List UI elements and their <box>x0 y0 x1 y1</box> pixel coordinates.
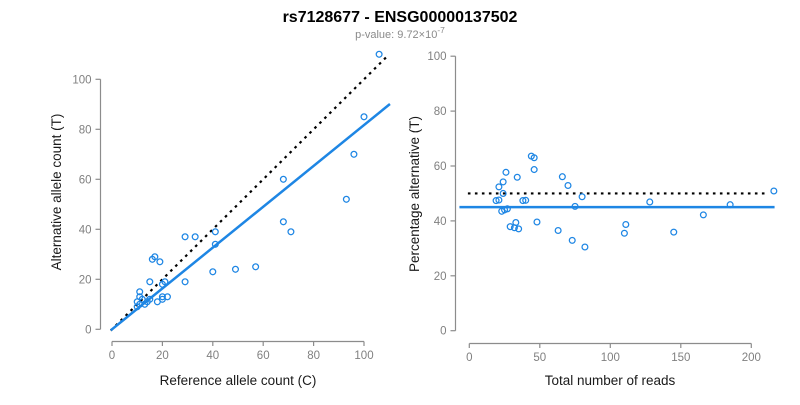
data-point <box>163 293 171 301</box>
y-tick-label: 60 <box>79 174 92 186</box>
y-tick-label: 40 <box>79 224 92 236</box>
data-point <box>699 211 707 219</box>
data-point <box>554 226 562 235</box>
data-point <box>146 295 154 303</box>
data-point <box>252 263 260 271</box>
data-point <box>211 228 219 236</box>
data-point <box>622 220 630 228</box>
y-tick-label: 100 <box>72 74 91 86</box>
x-tick-label: 100 <box>601 352 620 364</box>
data-point <box>502 168 510 176</box>
data-point <box>375 50 383 58</box>
data-point <box>506 223 514 231</box>
data-point <box>181 233 189 241</box>
y-tick-label: 0 <box>85 324 91 336</box>
data-point <box>530 154 538 162</box>
right-plot-xlabel: Total number of reads <box>545 373 676 388</box>
x-tick-label: 100 <box>354 350 373 362</box>
x-tick-label: 200 <box>742 352 761 364</box>
data-point <box>161 278 169 286</box>
y-tick-label: 0 <box>440 326 446 338</box>
data-point <box>503 205 511 213</box>
x-tick-label: 60 <box>257 350 270 362</box>
data-point <box>151 253 159 261</box>
data-point <box>620 229 628 237</box>
pvalue-exponent: -7 <box>437 25 445 35</box>
x-tick-label: 0 <box>466 352 472 364</box>
right-plot-ylabel: Percentage alternative (T) <box>407 116 422 272</box>
data-point <box>287 228 295 236</box>
data-point <box>495 196 503 204</box>
data-point <box>558 173 566 181</box>
x-tick-label: 20 <box>156 350 169 362</box>
data-point <box>156 258 164 266</box>
y-tick-label: 20 <box>434 271 447 283</box>
y-tick-label: 60 <box>434 161 447 173</box>
data-point <box>564 181 572 190</box>
x-tick-label: 40 <box>206 350 219 362</box>
data-point <box>533 218 541 226</box>
x-tick-label: 150 <box>671 352 690 364</box>
identity-line <box>109 56 388 332</box>
data-point <box>515 225 523 233</box>
data-point <box>581 243 589 251</box>
data-point <box>670 228 678 236</box>
data-point <box>499 189 507 197</box>
data-point <box>181 278 189 286</box>
figure-subtitle: p-value: 9.72×10-7 <box>355 25 445 41</box>
data-point <box>136 288 144 296</box>
data-point <box>530 166 538 174</box>
left-plot: 0 20 40 60 80 100 0 20 40 60 80 100 <box>72 50 391 362</box>
data-point <box>578 193 586 201</box>
figure-title: rs7128677 - ENSG00000137502 <box>283 9 518 26</box>
data-point <box>495 183 503 191</box>
data-point <box>279 218 287 226</box>
data-point <box>499 178 507 186</box>
pvalue-text: p-value: 9.72×10 <box>355 29 437 41</box>
data-point <box>360 113 368 121</box>
x-tick-label: 80 <box>307 350 320 362</box>
y-tick-label: 80 <box>79 124 92 136</box>
data-point <box>279 175 287 183</box>
data-point <box>646 198 654 206</box>
y-tick-label: 80 <box>434 106 447 118</box>
y-tick-label: 40 <box>434 216 447 228</box>
y-tick-label: 20 <box>79 274 92 286</box>
data-point <box>571 202 579 210</box>
left-plot-ylabel: Alternative allele count (T) <box>49 114 64 271</box>
data-point <box>770 187 778 195</box>
y-tick-label: 100 <box>427 51 446 63</box>
data-point <box>211 240 219 248</box>
x-tick-label: 50 <box>533 352 546 364</box>
data-point <box>568 236 576 244</box>
right-plot: 0 50 100 150 200 0 20 40 60 80 100 <box>427 51 778 364</box>
data-point <box>342 195 350 203</box>
data-point <box>146 278 154 286</box>
x-tick-label: 0 <box>109 350 115 362</box>
left-plot-xlabel: Reference allele count (C) <box>160 373 317 388</box>
fit-line <box>109 103 391 332</box>
data-point <box>510 224 518 232</box>
data-point <box>522 196 530 204</box>
data-point <box>158 293 166 301</box>
data-point <box>492 197 500 205</box>
data-point <box>350 150 358 158</box>
data-point <box>191 233 199 241</box>
data-point <box>231 265 240 273</box>
data-point <box>519 197 527 205</box>
data-point <box>209 268 217 276</box>
data-point <box>513 173 521 181</box>
data-point <box>726 201 734 209</box>
data-point <box>133 303 141 311</box>
